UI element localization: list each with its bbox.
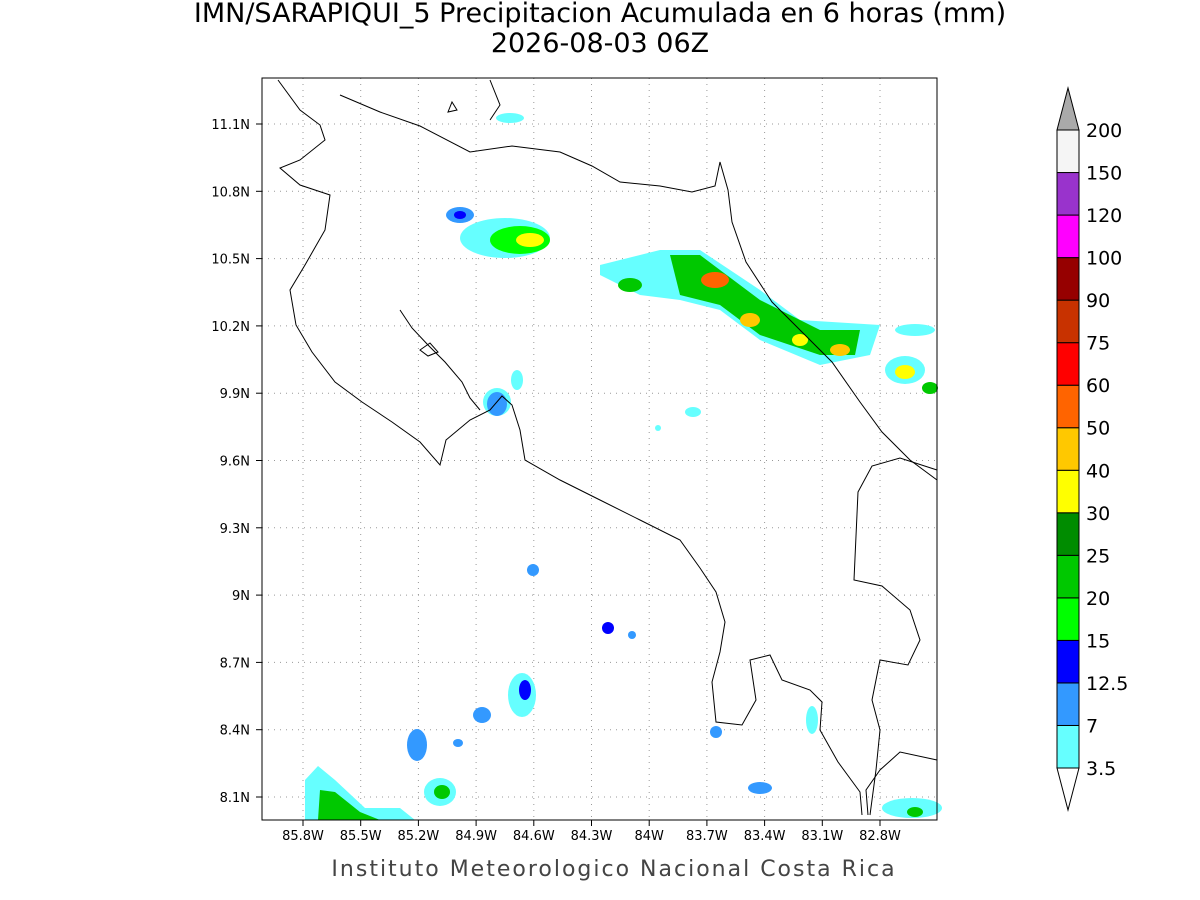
colorbar-swatch (1056, 724, 1080, 769)
colorbar-swatch (1056, 299, 1080, 344)
colorbar: 3.5 7 12.5 15 20 25 30 40 50 60 75 90 100 120 150 200 (1056, 86, 1128, 812)
lon-label: 84.6W (513, 829, 555, 844)
map-frame (261, 77, 938, 821)
lat-label: 11.1N (211, 118, 250, 133)
colorbar-swatch (1056, 129, 1080, 174)
colorbar-swatch (1056, 597, 1080, 641)
colorbar-swatch (1056, 682, 1080, 726)
lon-label: 83.7W (686, 829, 728, 844)
lat-label: 8.7N (220, 656, 250, 671)
axes: 85.8W 85.5W 85.2W 84.9W 84.6W 84.3W 84W 83.7W 83… (211, 118, 901, 844)
colorbar-label: 50 (1086, 418, 1110, 440)
colorbar-swatch (1056, 342, 1080, 386)
lat-label: 10.2N (211, 320, 250, 335)
colorbar-label: 200 (1086, 120, 1122, 142)
colorbar-label: 120 (1086, 205, 1122, 227)
subtitle: 2026-08-03 06Z (491, 28, 709, 59)
colorbar-label: 40 (1086, 460, 1110, 482)
lat-label: 9.9N (220, 387, 250, 402)
colorbar-swatch (1056, 384, 1080, 429)
lon-label: 85.2W (397, 829, 439, 844)
colorbar-label: 30 (1086, 503, 1110, 525)
colorbar-swatch (1056, 214, 1080, 259)
lat-label: 9N (232, 589, 250, 604)
colorbar-label: 100 (1086, 248, 1122, 270)
colorbar-swatch (1056, 469, 1080, 514)
lat-label: 10.8N (211, 185, 250, 200)
lat-label: 8.1N (220, 791, 250, 806)
colorbar-label: 60 (1086, 375, 1110, 397)
colorbar-swatch (1056, 554, 1080, 599)
colorbar-swatch (1056, 512, 1080, 556)
colorbar-swatch (1056, 172, 1080, 216)
colorbar-label: 75 (1086, 333, 1110, 355)
colorbar-swatch (1056, 427, 1080, 471)
lon-label: 84.9W (455, 829, 497, 844)
lon-label: 85.8W (282, 829, 324, 844)
lon-label: 85.5W (340, 829, 382, 844)
colorbar-label: 15 (1086, 630, 1110, 652)
colorbar-label: 150 (1086, 163, 1122, 185)
lat-label: 10.5N (211, 253, 250, 268)
lon-label: 83.1W (801, 829, 843, 844)
lon-label: 84W (634, 829, 664, 844)
colorbar-label: 12.5 (1086, 673, 1128, 695)
colorbar-swatch (1056, 639, 1080, 684)
lat-label: 9.3N (220, 522, 250, 537)
footer: Instituto Meteorologico Nacional Costa R… (331, 857, 896, 882)
grid (262, 78, 937, 820)
colorbar-label: 20 (1086, 588, 1110, 610)
colorbar-label: 90 (1086, 290, 1110, 312)
lon-label: 83.4W (744, 829, 786, 844)
lat-label: 9.6N (220, 455, 250, 470)
lon-label: 84.3W (571, 829, 613, 844)
lat-label: 8.4N (220, 724, 250, 739)
coastline (277, 79, 938, 816)
lon-label: 82.8W (859, 829, 901, 844)
precipitation (305, 113, 942, 820)
colorbar-label: 7 (1086, 715, 1098, 737)
colorbar-label: 25 (1086, 545, 1110, 567)
title: IMN/SARAPIQUI_5 Precipitacion Acumulada … (194, 0, 1006, 29)
colorbar-swatch (1056, 257, 1080, 301)
colorbar-label: 3.5 (1086, 758, 1116, 780)
